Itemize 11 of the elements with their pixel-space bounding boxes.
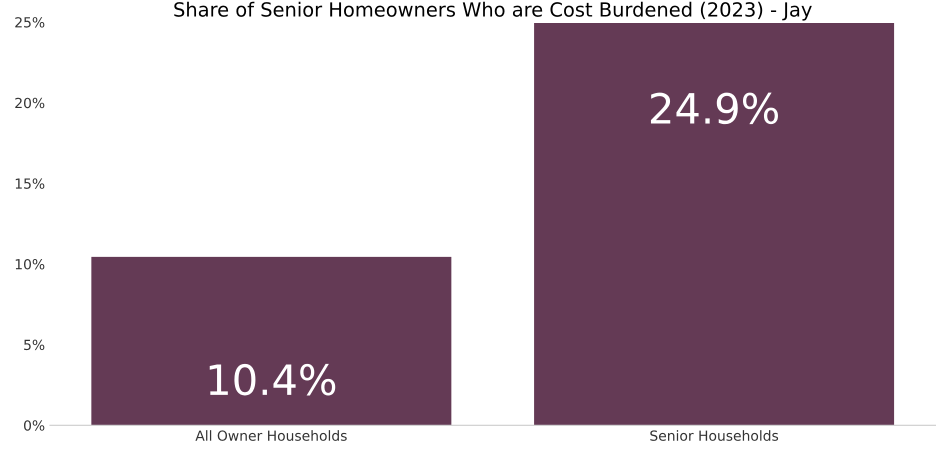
chart-title: Share of Senior Homeowners Who are Cost Burdened (2023) - Jay	[174, 2, 812, 21]
x-tick-label: Senior Households	[650, 430, 778, 441]
y-tick-label: 0%	[24, 420, 44, 431]
data-label: 24.9%	[650, 92, 778, 124]
y-tick-label: 5%	[24, 340, 44, 350]
x-tick-label: All Owner Households	[195, 430, 347, 441]
y-tick-label: 25%	[15, 17, 44, 28]
y-tick-label: 10%	[16, 258, 44, 270]
y-tick-label: 20%	[15, 98, 44, 108]
y-tick-label: 15%	[16, 178, 44, 189]
data-label: 10.4%	[210, 364, 336, 396]
